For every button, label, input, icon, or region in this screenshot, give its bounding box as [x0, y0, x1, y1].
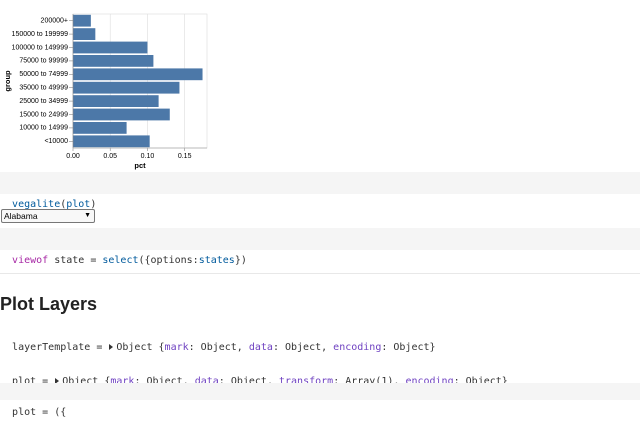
bar — [73, 81, 180, 94]
token: ( — [60, 199, 67, 210]
token: viewof — [12, 255, 49, 266]
bar — [73, 95, 159, 107]
token: plot = — [12, 376, 55, 387]
token: ) — [90, 199, 97, 210]
token: plot — [66, 199, 91, 210]
x-tick-label: 0.15 — [178, 153, 192, 160]
token: transform — [279, 376, 334, 387]
token: : Array(1), — [333, 376, 406, 387]
code-cell: viewof state = select({options:states}) — [0, 228, 640, 266]
token: vegalite — [12, 199, 61, 210]
notebook: pct group 0.00 0.05 0.10 0.15 200000+ 150000 … — [0, 13, 640, 418]
x-axis-title: pct — [134, 161, 146, 170]
token: : Object, — [218, 376, 279, 387]
dropdown-arrow: ▼ — [84, 212, 91, 219]
bar — [73, 14, 91, 27]
chart: pct group 0.00 0.05 0.10 0.15 200000+ 150000 … — [3, 13, 208, 170]
y-tick-label: 35000 to 49999 — [19, 85, 68, 92]
y-tick-label: 25000 to 34999 — [19, 98, 68, 105]
y-tick-label: 200000+ — [41, 18, 68, 25]
y-axis-title: group — [3, 70, 12, 92]
token: data — [194, 376, 219, 387]
bar — [73, 55, 154, 67]
bar — [73, 108, 170, 121]
code: plot = ({ — [12, 407, 67, 418]
x-tick-label: 0.10 — [141, 153, 155, 160]
bar — [73, 68, 203, 81]
token: data — [248, 342, 273, 353]
token: encoding — [333, 342, 382, 353]
y-tick-label: 150000 to 199999 — [12, 31, 69, 38]
y-tick-label: 50000 to 74999 — [19, 71, 68, 78]
code-cell: plot = ({ — [0, 383, 640, 418]
select-value: Alabama — [4, 211, 38, 221]
y-tick-label: 10000 to 14999 — [19, 125, 68, 132]
token: : Object, — [188, 342, 249, 353]
y-tick-label: <10000 — [44, 138, 68, 145]
y-tick-label: 100000 to 149999 — [12, 44, 69, 51]
x-tick-label: 0.05 — [103, 153, 117, 160]
y-tick-label: 15000 to 24999 — [19, 111, 68, 118]
token: mark — [164, 342, 189, 353]
token: select — [102, 255, 139, 266]
token: : Object, — [134, 376, 195, 387]
token: Object { — [62, 376, 111, 387]
bar — [73, 135, 150, 148]
y-tick-label: 75000 to 99999 — [19, 58, 68, 65]
token: ({options: — [138, 255, 199, 266]
output-line: layerTemplate = Object {mark: Object, da… — [0, 331, 436, 353]
token: : Object} — [381, 342, 436, 353]
bar — [73, 28, 96, 40]
token: encoding — [405, 376, 454, 387]
separator — [0, 273, 640, 274]
bar — [73, 41, 148, 54]
expand-toggle[interactable] — [55, 378, 60, 384]
state-select[interactable]: Alabama ▼ — [1, 209, 95, 223]
token: Object { — [116, 342, 165, 353]
bar — [73, 122, 127, 134]
x-tick-label: 0.00 — [66, 153, 80, 160]
token: states — [198, 255, 235, 266]
code: vegalite(plot) — [12, 199, 96, 210]
token: layerTemplate = — [12, 342, 109, 353]
token: : Object} — [453, 376, 508, 387]
token: state = — [48, 255, 103, 266]
output-line: plot = Object {mark: Object, data: Objec… — [0, 365, 508, 387]
token: }) — [234, 255, 247, 266]
code-cell: vegalite(plot) — [0, 172, 640, 210]
token: mark — [110, 376, 135, 387]
expand-toggle[interactable] — [109, 344, 114, 350]
section-heading: Plot Layers — [0, 294, 98, 314]
token: : Object, — [272, 342, 334, 353]
